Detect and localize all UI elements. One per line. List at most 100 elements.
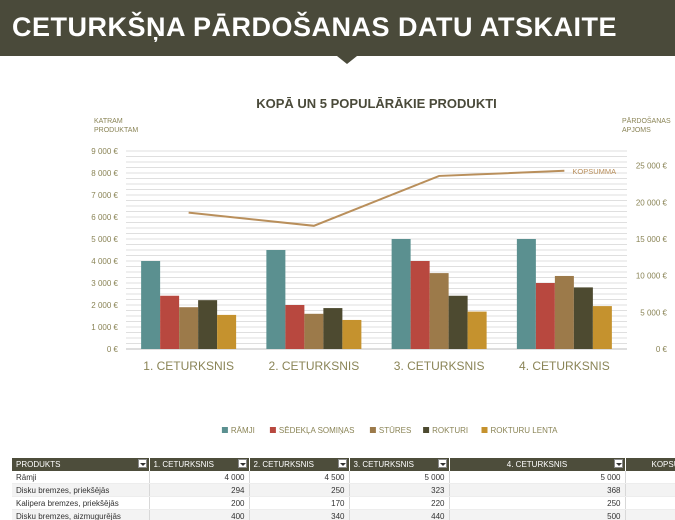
y-tick-label: 4 000 € (91, 257, 118, 266)
filter-dropdown-icon[interactable] (137, 459, 147, 468)
cell-q2[interactable]: 340 (249, 509, 350, 520)
cell-product[interactable]: Rāmji (12, 471, 150, 484)
bar-st-res (429, 273, 449, 349)
legend-label: ROKTURU LENTA (491, 426, 559, 435)
y-tick-label: 9 000 € (91, 147, 118, 156)
cell-product[interactable]: Disku bremzes, priekšējās (12, 483, 150, 497)
y2-tick-label: 0 € (656, 345, 668, 354)
cell-q2[interactable]: 250 (249, 483, 350, 497)
col-header-total[interactable]: KOPSU (625, 458, 675, 471)
legend-swatch (423, 427, 430, 433)
total-line-label: KOPSUMMA (572, 167, 616, 176)
filter-dropdown-icon[interactable] (437, 459, 447, 468)
chart-svg: KOPĀ UN 5 POPULĀRĀKIE PRODUKTI KATRAM PROD… (91, 96, 671, 435)
table-row[interactable]: Disku bremzes, aizmugurējās 400 340 440 … (12, 509, 675, 520)
cell-q3[interactable]: 5 000 (349, 471, 450, 484)
sales-chart[interactable]: KOPĀ UN 5 POPULĀRĀKIE PRODUKTI KATRAM PROD… (0, 60, 675, 450)
legend-swatch (221, 427, 228, 433)
table-row[interactable]: Disku bremzes, priekšējās 294 250 323 36… (12, 483, 675, 497)
chart-title: KOPĀ UN 5 POPULĀRĀKIE PRODUKTI (256, 96, 497, 111)
bar-r-mji (266, 250, 286, 349)
bar-st-res (304, 313, 324, 349)
legend-swatch (481, 427, 488, 433)
cell-q3[interactable]: 323 (349, 483, 450, 497)
bar-s-dek-a-somi-as (535, 283, 555, 349)
y2-tick-label: 10 000 € (636, 272, 668, 281)
cell-q4[interactable]: 250 (449, 496, 626, 510)
y2-axis-label: PĀRDOŠANAS (622, 116, 671, 125)
y-tick-label: 3 000 € (91, 279, 118, 288)
y2-axis-label: APJOMS (622, 127, 651, 134)
bar-rokturu-lenta (467, 311, 487, 349)
cell-q4[interactable]: 500 (449, 509, 626, 520)
cell-q1[interactable]: 200 (149, 496, 250, 510)
bar-st-res (179, 307, 199, 349)
y2-tick-label: 20 000 € (636, 198, 668, 207)
bar-st-res (554, 275, 574, 349)
legend-label: RĀMJI (231, 426, 255, 435)
legend-label: STŪRES (379, 426, 411, 435)
bar-rokturi (198, 300, 218, 349)
y-tick-label: 5 000 € (91, 235, 118, 244)
col-header-product[interactable]: PRODUKTS (12, 458, 150, 471)
y-axis-label: KATRAM (94, 118, 123, 125)
col-header-q2[interactable]: 2. CETURKSNIS (249, 458, 350, 471)
y-tick-label: 2 000 € (91, 301, 118, 310)
col-header-label: 1. CETURKSNIS (153, 460, 214, 469)
cell-total[interactable] (625, 509, 675, 520)
table-header-row: PRODUKTS 1. CETURKSNIS 2. CETURKSNIS 3. … (12, 458, 675, 471)
col-header-q4[interactable]: 4. CETURKSNIS (449, 458, 626, 471)
cell-q2[interactable]: 170 (249, 496, 350, 510)
cell-q4[interactable]: 5 000 (449, 471, 626, 484)
y2-tick-label: 25 000 € (636, 162, 668, 171)
filter-dropdown-icon[interactable] (237, 459, 247, 468)
cell-q2[interactable]: 4 500 (249, 471, 350, 484)
x-tick-label: 3. CETURKSNIS (394, 359, 485, 373)
y-axis-label: PRODUKTAM (94, 127, 138, 134)
total-line (188, 169, 565, 227)
cell-total[interactable] (625, 471, 675, 484)
cell-q3[interactable]: 440 (349, 509, 450, 520)
cell-q1[interactable]: 4 000 (149, 471, 250, 484)
cell-product[interactable]: Kalipera bremzes, priekšējās (12, 496, 150, 510)
bar-rokturu-lenta (217, 314, 237, 349)
cell-product[interactable]: Disku bremzes, aizmugurējās (12, 509, 150, 520)
cell-total[interactable] (625, 496, 675, 510)
bar-r-mji (516, 239, 536, 349)
col-header-label: PRODUKTS (16, 460, 61, 469)
bar-r-mji (141, 261, 161, 349)
col-header-q1[interactable]: 1. CETURKSNIS (149, 458, 250, 471)
banner-notch (337, 56, 357, 64)
y2-tick-label: 5 000 € (640, 308, 667, 317)
table-row[interactable]: Rāmji 4 000 4 500 5 000 5 000 (12, 471, 675, 484)
y-tick-label: 1 000 € (91, 323, 118, 332)
report-title: CETURKŠŅA PĀRDOŠANAS DATU ATSKAITE (12, 12, 618, 42)
bar-rokturi (573, 287, 593, 349)
cell-q1[interactable]: 294 (149, 483, 250, 497)
report-banner: CETURKŠŅA PĀRDOŠANAS DATU ATSKAITE (0, 0, 675, 56)
cell-total[interactable] (625, 483, 675, 497)
legend-swatch (369, 427, 376, 433)
bar-rokturi (448, 295, 468, 349)
col-header-q3[interactable]: 3. CETURKSNIS (349, 458, 450, 471)
y2-tick-label: 15 000 € (636, 235, 668, 244)
legend-label: SĒDEKĻA SOMIŅAS (279, 426, 355, 435)
col-header-label: 2. CETURKSNIS (253, 460, 314, 469)
y-tick-label: 7 000 € (91, 191, 118, 200)
x-tick-label: 4. CETURKSNIS (519, 359, 610, 373)
col-header-label: 3. CETURKSNIS (353, 460, 414, 469)
x-tick-label: 1. CETURKSNIS (143, 359, 234, 373)
table-row[interactable]: Kalipera bremzes, priekšējās 200 170 220… (12, 496, 675, 510)
filter-dropdown-icon[interactable] (337, 459, 347, 468)
sales-table: PRODUKTS 1. CETURKSNIS 2. CETURKSNIS 3. … (12, 458, 675, 520)
bar-s-dek-a-somi-as (160, 295, 180, 349)
bar-rokturi (323, 308, 343, 349)
cell-q4[interactable]: 368 (449, 483, 626, 497)
cell-q1[interactable]: 400 (149, 509, 250, 520)
y-tick-label: 6 000 € (91, 213, 118, 222)
bar-s-dek-a-somi-as (285, 305, 305, 349)
cell-q3[interactable]: 220 (349, 496, 450, 510)
filter-dropdown-icon[interactable] (613, 459, 623, 468)
bar-r-mji (391, 239, 411, 349)
legend-swatch (269, 427, 276, 433)
